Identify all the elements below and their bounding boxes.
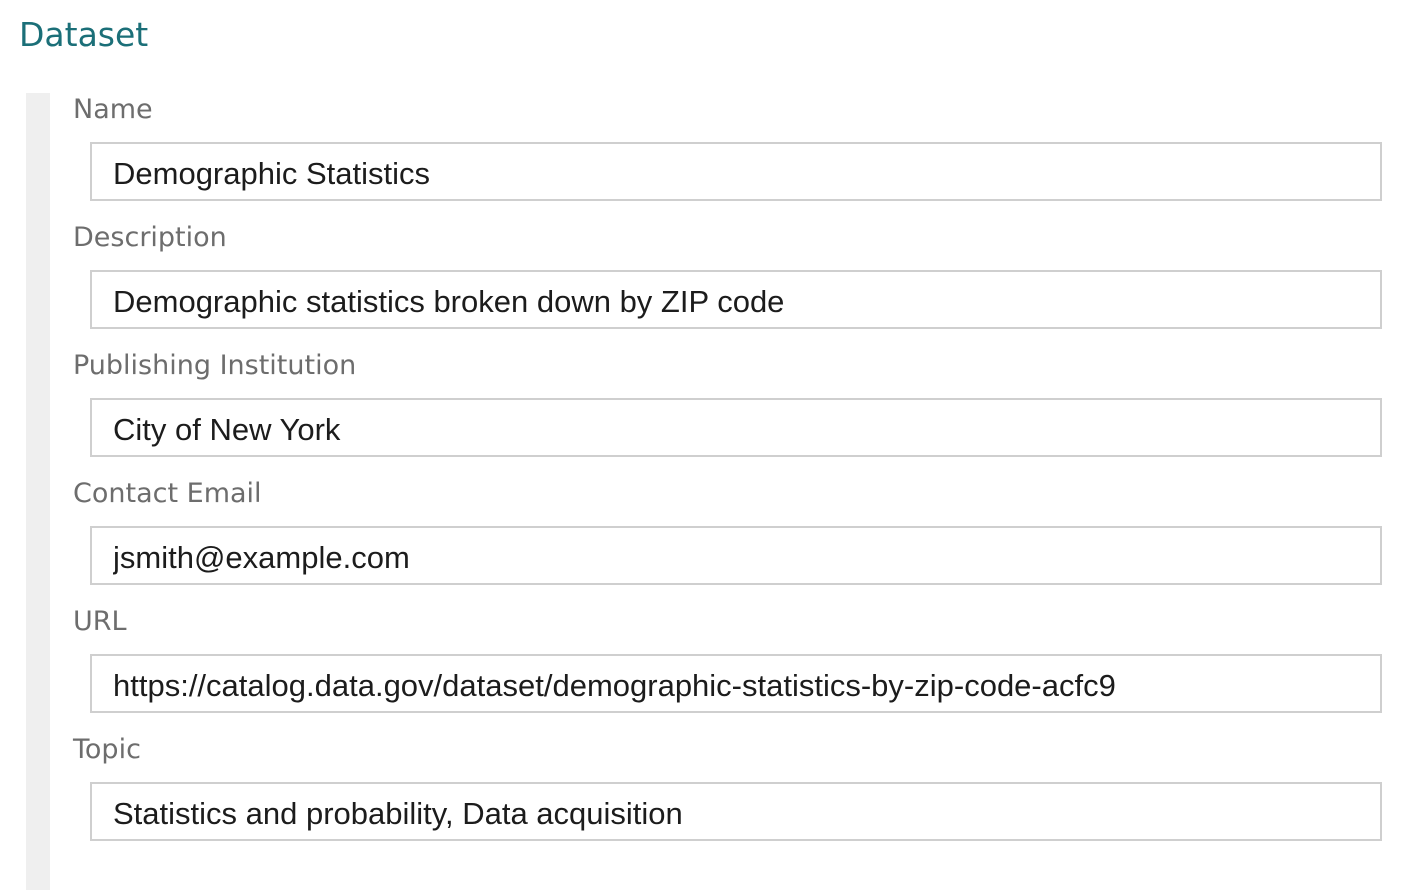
- publishing-institution-label: Publishing Institution: [73, 350, 357, 381]
- section-title: Dataset: [19, 15, 149, 54]
- description-input[interactable]: [90, 270, 1382, 329]
- topic-label: Topic: [73, 734, 141, 765]
- section-side-rule: [26, 93, 50, 890]
- url-input[interactable]: [90, 654, 1382, 713]
- field-topic: Topic: [73, 730, 1384, 858]
- field-url: URL: [73, 602, 1384, 730]
- description-label: Description: [73, 222, 227, 253]
- field-description: Description: [73, 218, 1384, 346]
- field-contact-email: Contact Email: [73, 474, 1384, 602]
- contact-email-input[interactable]: [90, 526, 1382, 585]
- dataset-form: Name Description Publishing Institution …: [73, 90, 1384, 858]
- name-label: Name: [73, 94, 153, 125]
- name-input[interactable]: [90, 142, 1382, 201]
- field-publishing-institution: Publishing Institution: [73, 346, 1384, 474]
- url-label: URL: [73, 606, 127, 637]
- contact-email-label: Contact Email: [73, 478, 262, 509]
- topic-input[interactable]: [90, 782, 1382, 841]
- publishing-institution-input[interactable]: [90, 398, 1382, 457]
- field-name: Name: [73, 90, 1384, 218]
